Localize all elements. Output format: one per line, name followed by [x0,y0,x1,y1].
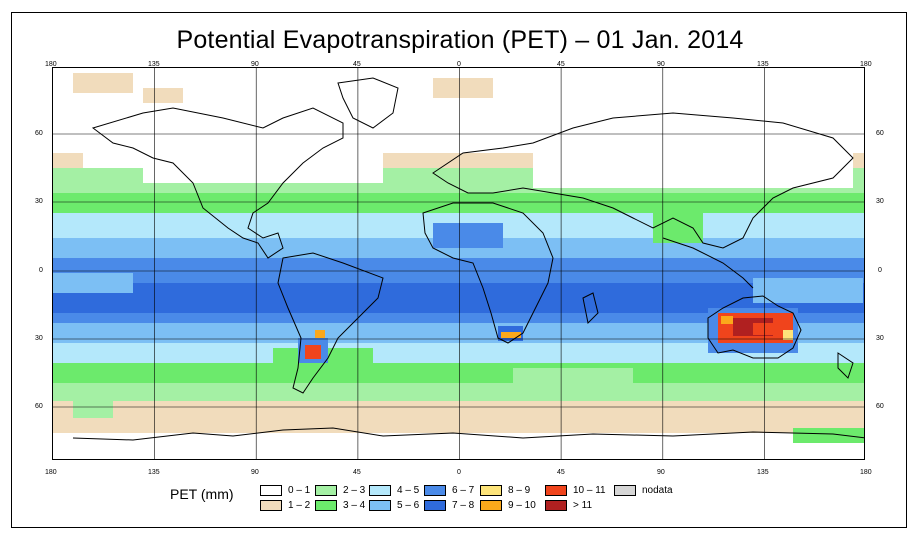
graticule [53,68,864,459]
band-50s [53,383,864,403]
legend-swatch [369,500,391,511]
north-america-outline [91,107,344,259]
lat-tick-right-3: 0 [878,267,882,274]
madagascar-outline [582,292,599,325]
legend-swatch [315,485,337,496]
lat-tick-right-5: 60 [876,403,884,410]
lon-tick-top-9: 180 [860,61,872,68]
legend-label: 9 – 10 [508,500,536,511]
lon-tick-bottom-3: 90 [251,469,259,476]
legend-label: 2 – 3 [343,485,366,496]
lon-tick-top-4: 45 [353,61,361,68]
lon-tick-bottom-5: 0 [457,469,461,476]
lat-tick-left-1: 60 [35,130,43,137]
legend-title: PET (mm) [170,486,234,502]
lon-tick-top-3: 90 [251,61,259,68]
legend-label: 6 – 7 [452,485,475,496]
lon-tick-top-2: 135 [148,61,160,68]
map-graphic [53,68,864,459]
legend-swatch [480,500,502,511]
lon-tick-bottom-9: 180 [860,469,872,476]
antarctica-outline [72,427,864,441]
legend-swatch [369,485,391,496]
eurasia-outline [432,112,854,249]
legend-label: 0 – 1 [288,485,311,496]
legend-swatch [480,485,502,496]
legend-swatch [614,485,636,496]
lon-tick-bottom-8: 135 [757,469,769,476]
lon-tick-bottom-6: 45 [557,469,565,476]
lat-tick-right-1: 60 [876,130,884,137]
legend-label: 1 – 2 [288,500,311,511]
polar-band-south [53,433,864,459]
africa-outline [422,202,554,344]
lon-tick-bottom-4: 45 [353,469,361,476]
lon-tick-bottom-2: 135 [148,469,160,476]
lat-tick-left-5: 60 [35,403,43,410]
maritime-continent-outline [662,237,754,289]
legend-swatch [545,485,567,496]
south-america-outline [277,252,384,394]
lat-tick-left-3: 0 [39,267,43,274]
legend-swatch [424,485,446,496]
lat-tick-left-2: 30 [35,198,43,205]
lon-tick-bottom-7: 90 [657,469,665,476]
lon-tick-top-7: 90 [657,61,665,68]
legend-swatch [315,500,337,511]
legend-label: 5 – 6 [397,500,420,511]
pet-map [52,67,865,460]
legend-swatch [424,500,446,511]
figure-frame [11,12,907,528]
legend-label: 10 – 11 [573,485,606,496]
map-title: Potential Evapotranspiration (PET) – 01 … [176,26,744,54]
new-zealand-outline [837,352,854,379]
lat-tick-left-4: 30 [35,335,43,342]
legend-label: > 11 [573,500,592,511]
legend-label: 8 – 9 [508,485,531,496]
legend-swatch [545,500,567,511]
legend-label: 4 – 5 [397,485,420,496]
legend-label: 7 – 8 [452,500,475,511]
legend-label: 3 – 4 [343,500,366,511]
band-60s [53,401,864,436]
lon-tick-top-8: 135 [757,61,769,68]
lon-tick-top-6: 45 [557,61,565,68]
greenland-outline [337,77,399,129]
legend-swatch [260,500,282,511]
legend-swatch [260,485,282,496]
lon-tick-bottom-1: 180 [45,469,57,476]
lat-tick-right-2: 30 [876,198,884,205]
lon-tick-top-1: 180 [45,61,57,68]
legend-label: nodata [642,485,673,496]
lon-tick-top-5: 0 [457,61,461,68]
lat-tick-right-4: 30 [876,335,884,342]
